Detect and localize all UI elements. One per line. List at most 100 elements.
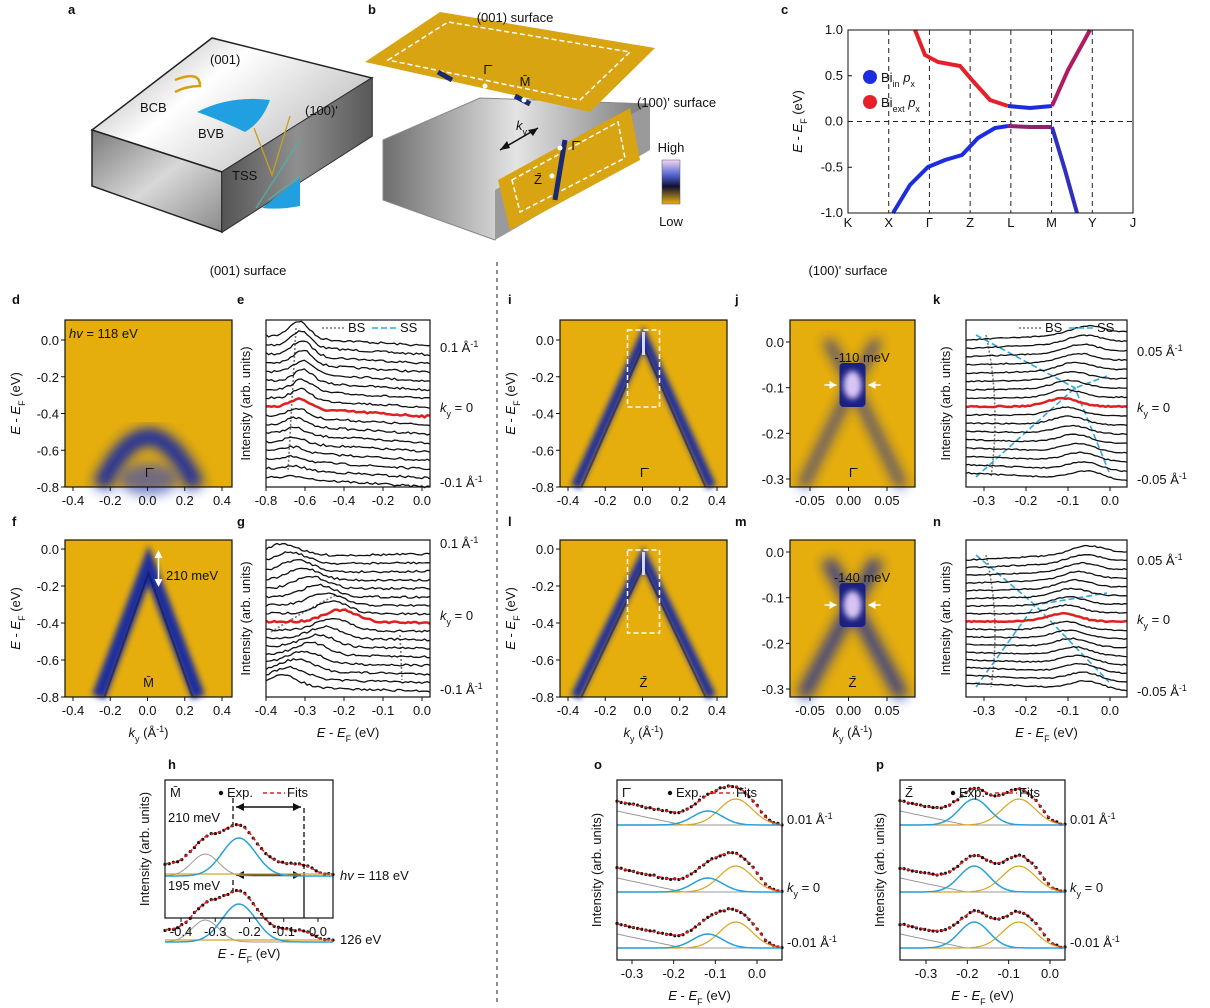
x-axis-label: ky (Å-1) xyxy=(833,724,873,744)
exp-point xyxy=(669,811,672,814)
text-part: - xyxy=(960,988,972,1003)
text-part: (eV) xyxy=(790,90,805,118)
trace-label: ky = 0 xyxy=(1137,612,1170,631)
text-part: (eV) xyxy=(252,946,280,961)
x-axis-label: E - EF (eV) xyxy=(951,988,1014,1007)
x-tick-label: Y xyxy=(1088,215,1097,230)
text-part: (eV) xyxy=(1050,725,1078,740)
y-tick-label: -0.5 xyxy=(821,159,843,174)
exp-point xyxy=(981,911,984,914)
text-part: E xyxy=(337,725,346,740)
y-tick-label: -0.6 xyxy=(37,443,59,458)
text-part: = 0 xyxy=(451,608,473,623)
y-axis-label: Intensity (arb. units) xyxy=(137,792,152,906)
trace-label: 0.01 Å-1 xyxy=(1070,811,1116,827)
text-part: E xyxy=(8,426,23,435)
x-tick-label: 0.00 xyxy=(836,493,861,508)
x-tick-label: 0.2 xyxy=(671,493,689,508)
legend-label: Biext px xyxy=(881,95,920,114)
trace-label: ky = 0 xyxy=(440,400,473,419)
text-part: E xyxy=(790,124,805,133)
text-part: - xyxy=(226,946,238,961)
annotation: -110 meV xyxy=(834,350,890,365)
fit-spectra xyxy=(898,787,1066,949)
legend-label: Fits xyxy=(736,785,757,800)
diagram-label: (001) xyxy=(210,52,240,67)
x-tick-label: -0.3 xyxy=(294,703,316,718)
x-tick-label: -0.3 xyxy=(204,924,226,939)
text-part: (Å xyxy=(844,725,861,740)
plot-frame xyxy=(848,30,1133,213)
trace-label: 0.01 Å-1 xyxy=(787,811,833,827)
arrow-head xyxy=(293,871,301,879)
annotation: -140 meV xyxy=(834,570,891,585)
spectrum xyxy=(966,398,1127,407)
legend-label: Biin px xyxy=(881,70,915,89)
y-tick-label: 0.0 xyxy=(536,542,554,557)
x-tick-label: 0.4 xyxy=(213,493,231,508)
legend-marker xyxy=(863,95,877,109)
text-part: = 0 xyxy=(1148,612,1170,627)
text-part: -0.01 Å xyxy=(787,935,829,950)
y-tick-label: -0.3 xyxy=(762,682,784,697)
x-tick-label: -0.2 xyxy=(1015,703,1037,718)
legend-label: SS xyxy=(1097,320,1115,335)
spectrum xyxy=(966,655,1127,665)
gap-highlight xyxy=(844,371,862,399)
text-part: x xyxy=(910,79,915,89)
arrow-head xyxy=(236,803,244,811)
x-tick-label: Γ xyxy=(926,215,933,230)
text-part: 0.01 Å xyxy=(787,812,825,827)
y-axis-label: Intensity (arb. units) xyxy=(589,813,604,927)
legend-label: Exp. xyxy=(676,785,702,800)
legend-label: Fits xyxy=(1019,785,1040,800)
x-tick-label: -0.2 xyxy=(662,966,684,981)
exp-point xyxy=(669,878,672,881)
annotation: 210 meV xyxy=(166,568,218,583)
spectrum xyxy=(966,452,1127,462)
spectrum xyxy=(266,626,430,641)
y-axis-label: E - EF (eV) xyxy=(503,372,522,435)
text-part: E xyxy=(503,406,518,415)
trace-label: ky = 0 xyxy=(1137,400,1170,419)
spectrum xyxy=(966,416,1127,426)
panel-letter: b xyxy=(368,2,376,17)
text-part: - xyxy=(325,725,337,740)
panel-letter: l xyxy=(508,514,512,529)
text-part: 0.1 Å xyxy=(440,340,471,355)
text-part: E xyxy=(790,144,805,153)
x-tick-label: -0.4 xyxy=(62,703,84,718)
legend-label: BS xyxy=(348,320,366,335)
arpes-image xyxy=(560,320,727,487)
trace-label: ky = 0 xyxy=(787,880,820,899)
heading: (100)' surface xyxy=(808,263,887,278)
spectrum xyxy=(266,544,430,557)
spectrum xyxy=(966,471,1127,481)
text-part: (eV) xyxy=(351,725,379,740)
legend-label: Exp. xyxy=(227,785,253,800)
y-tick-label: -0.2 xyxy=(762,636,784,651)
spectrum xyxy=(966,407,1127,416)
scale-label: Low xyxy=(659,214,683,229)
diagram-label: BCB xyxy=(140,100,167,115)
arpes-zoom xyxy=(790,540,915,697)
panel-letter: g xyxy=(237,514,245,529)
text-part: -0.1 Å xyxy=(440,682,475,697)
y-axis-label: E - EF (eV) xyxy=(8,372,27,435)
legend-label: Fits xyxy=(287,785,308,800)
point-label: M̄ xyxy=(170,785,181,800)
y-tick-label: 0.0 xyxy=(766,335,784,350)
fit-component xyxy=(617,922,782,948)
annotation: 210 meV xyxy=(168,810,220,825)
y-tick-label: -0.3 xyxy=(762,472,784,487)
x-tick-label: -0.4 xyxy=(62,493,84,508)
scale-label: High xyxy=(658,140,685,155)
y-tick-label: 1.0 xyxy=(825,22,843,37)
diagram-label: BVB xyxy=(198,126,224,141)
spectrum xyxy=(966,580,1127,592)
text-part: E xyxy=(503,426,518,435)
band xyxy=(1008,126,1052,127)
text-part: -1 xyxy=(475,681,483,691)
panel-letter: p xyxy=(876,757,884,772)
text-part: (eV) xyxy=(503,372,518,400)
